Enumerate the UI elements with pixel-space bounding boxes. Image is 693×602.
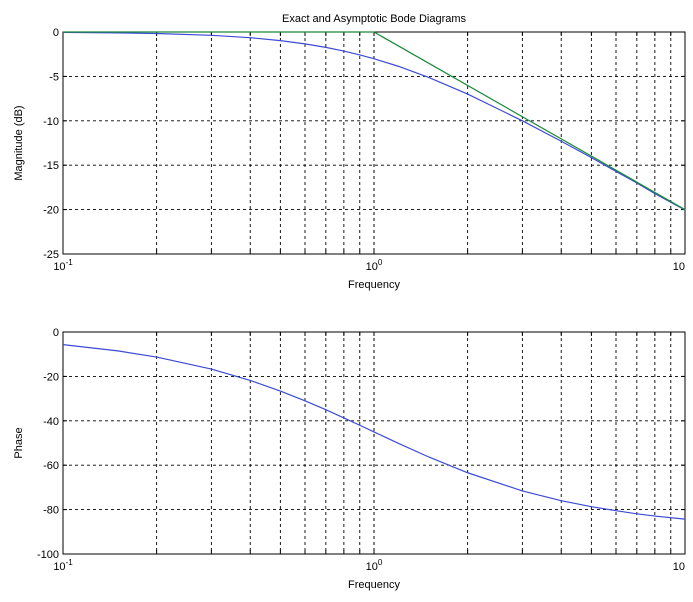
x-tick-exponent: 0 [378, 558, 383, 567]
x-tick-base: 10 [53, 561, 65, 573]
x-axis-label: Frequency [348, 279, 400, 291]
y-tick-label: -60 [43, 460, 59, 472]
series-line-1 [62, 344, 686, 520]
x-tick-base: 10 [366, 561, 378, 573]
x-tick-label: 10-1 [53, 558, 73, 573]
x-tick-label: 100 [366, 258, 383, 273]
chart-title: Exact and Asymptotic Bode Diagrams [282, 13, 467, 25]
x-tick-label: 10-1 [53, 258, 73, 273]
y-tick-label: -80 [43, 505, 59, 517]
x-tick-base: 10 [53, 261, 65, 273]
x-tick-exponent: -1 [66, 258, 74, 267]
x-tick-exponent: -1 [66, 558, 74, 567]
y-tick-label: -100 [37, 549, 59, 561]
x-tick-label: 10 [673, 561, 685, 573]
x-tick-base: 10 [366, 261, 378, 273]
x-tick-base: 10 [673, 261, 685, 273]
x-tick-base: 10 [673, 561, 685, 573]
y-tick-label: -25 [43, 249, 59, 261]
y-tick-label: -15 [43, 160, 59, 172]
x-tick-label: 10 [673, 261, 685, 273]
x-tick-exponent: 0 [378, 258, 383, 267]
y-tick-label: -20 [43, 371, 59, 383]
y-tick-label: -40 [43, 416, 59, 428]
x-axis-label: Frequency [348, 579, 400, 591]
y-tick-label: -10 [43, 116, 59, 128]
series-line-2 [63, 31, 686, 211]
y-tick-label: -5 [49, 71, 59, 83]
y-axis-label: Phase [13, 427, 25, 458]
y-tick-label: -20 [43, 205, 59, 217]
y-axis-label: Magnitude (dB) [13, 105, 25, 180]
x-tick-label: 100 [366, 558, 383, 573]
y-tick-label: 0 [53, 27, 59, 39]
series-line-1 [62, 31, 686, 211]
y-tick-label: 0 [53, 327, 59, 339]
